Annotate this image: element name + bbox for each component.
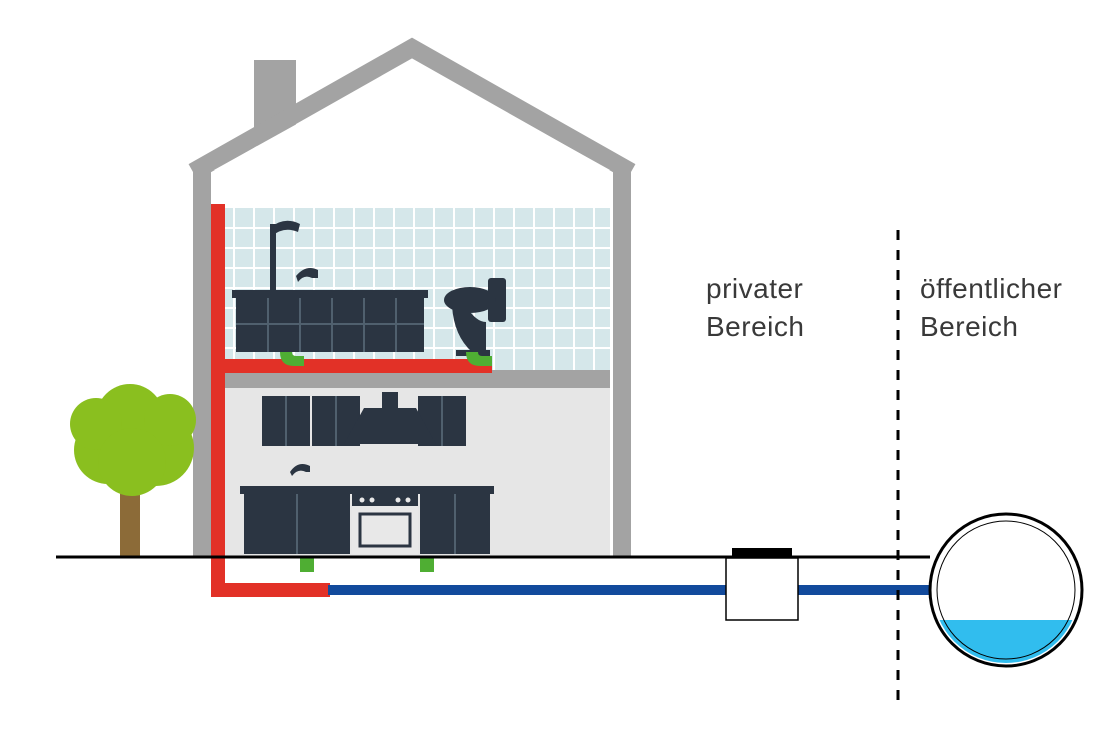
countertop-icon — [240, 486, 494, 494]
diagram-svg — [0, 0, 1112, 746]
sewer-main-icon — [930, 514, 1082, 700]
label-private-area: privater Bereich — [706, 270, 804, 346]
tree-icon — [70, 384, 196, 557]
hood-duct-icon — [382, 392, 398, 408]
tree-canopy-icon — [70, 384, 196, 496]
label-public-line1: öffentlicher — [920, 273, 1062, 304]
inspection-lid-icon — [732, 548, 792, 558]
oven-icon — [352, 494, 418, 554]
inspection-chamber-icon — [726, 548, 798, 620]
label-public-line2: Bereich — [920, 311, 1018, 342]
inspection-box-icon — [726, 558, 798, 620]
sewer-water-icon — [930, 620, 1082, 700]
label-private-line2: Bereich — [706, 311, 804, 342]
bathtub-rim — [232, 290, 428, 298]
label-public-area: öffentlicher Bereich — [920, 270, 1062, 346]
label-private-line1: privater — [706, 273, 803, 304]
